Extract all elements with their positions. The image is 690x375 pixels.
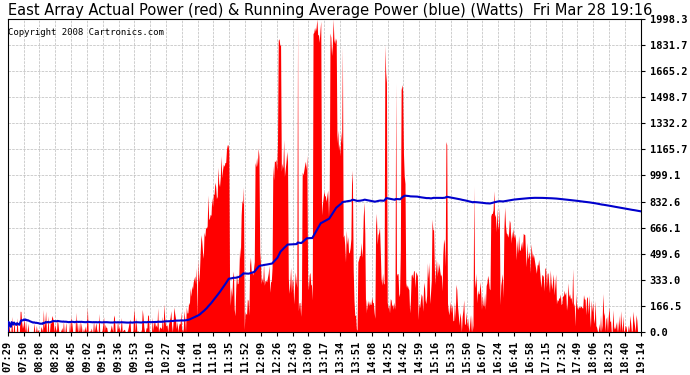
Text: Copyright 2008 Cartronics.com: Copyright 2008 Cartronics.com [8,28,164,38]
Text: East Array Actual Power (red) & Running Average Power (blue) (Watts)  Fri Mar 28: East Array Actual Power (red) & Running … [8,3,652,18]
